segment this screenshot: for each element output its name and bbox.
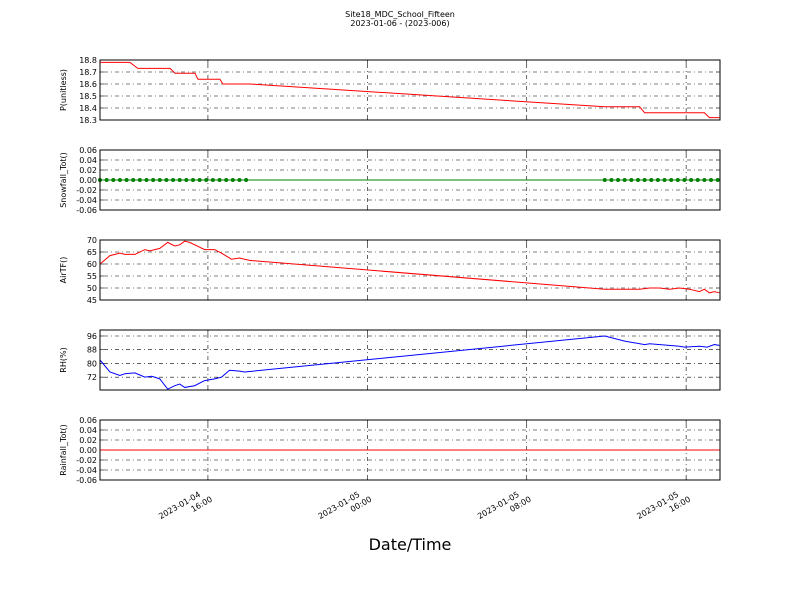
data-point (682, 178, 687, 182)
data-point (669, 178, 674, 182)
data-point (224, 178, 229, 182)
y-tick-label: -0.02 (76, 456, 97, 465)
y-tick-label: 0.06 (79, 146, 97, 155)
data-point (237, 178, 242, 182)
panel: 72 80 88 96 RH(%) (59, 329, 721, 391)
data-point (164, 178, 169, 182)
y-tick-label: 72 (87, 373, 97, 382)
data-point (190, 178, 195, 182)
data-point (217, 178, 222, 182)
x-tick-label: 2023-01-0516:00 (635, 486, 692, 530)
y-axis-label: AirTF() (59, 257, 68, 284)
title: Site18_MDC_School_Fifteen (345, 10, 455, 19)
data-point (695, 178, 700, 182)
panel: 18.3 18.4 18.5 18.6 18.7 18.8 P(unitless) (59, 56, 721, 125)
data-point (177, 178, 182, 182)
y-tick-label: -0.06 (76, 476, 97, 485)
y-tick-label: 45 (87, 296, 97, 305)
y-tick-label: 0.06 (79, 416, 97, 425)
y-tick-label: 80 (87, 359, 97, 368)
y-tick-label: 18.4 (79, 104, 97, 113)
plot-frame (99, 419, 721, 481)
y-tick-label: -0.04 (76, 466, 97, 475)
data-point (157, 178, 162, 182)
y-tick-label: 0.00 (79, 176, 97, 185)
panel: -0.06-0.04-0.020.000.020.040.06 Snowfall_… (59, 146, 721, 215)
data-line (100, 61, 720, 119)
y-tick-label: 65 (87, 248, 97, 257)
data-point (629, 178, 634, 182)
data-point (124, 178, 129, 182)
y-tick-label: 0.02 (79, 166, 97, 175)
data-point (117, 178, 122, 182)
data-point (709, 178, 714, 182)
data-point (622, 178, 627, 182)
y-tick-label: 18.6 (79, 80, 97, 89)
y-tick-label: 0.02 (79, 436, 97, 445)
y-tick-label: 70 (87, 236, 97, 245)
plot-frame (99, 239, 721, 301)
y-axis-label: Snowfall_Tot() (59, 152, 68, 208)
y-tick-label: 18.7 (79, 68, 97, 77)
y-tick-label: -0.06 (76, 206, 97, 215)
data-point (655, 178, 660, 182)
data-point (144, 178, 149, 182)
data-point (210, 178, 215, 182)
plot-frame (99, 329, 721, 391)
data-point (616, 178, 621, 182)
y-tick-label: 60 (87, 260, 97, 269)
x-tick-label: 2023-01-0500:00 (317, 486, 374, 530)
data-point (642, 178, 647, 182)
data-point (197, 178, 202, 182)
data-point (609, 178, 614, 182)
plot-frame (99, 149, 721, 211)
plot-frame (99, 59, 721, 121)
data-point (151, 178, 156, 182)
x-axis-label: Date/Time (369, 535, 452, 554)
panel: -0.06-0.04-0.020.000.020.040.06 Rainfall_… (59, 416, 721, 485)
y-axis-label: RH(%) (59, 347, 68, 372)
data-point (689, 178, 694, 182)
y-tick-label: 88 (87, 346, 97, 355)
y-tick-label: 0.04 (79, 426, 97, 435)
data-point (137, 178, 142, 182)
y-tick-label: -0.02 (76, 186, 97, 195)
x-tick-label: 2023-01-0508:00 (476, 486, 533, 530)
y-tick-label: 50 (87, 284, 97, 293)
y-tick-label: -0.04 (76, 196, 97, 205)
y-tick-label: 18.8 (79, 56, 97, 65)
y-axis-label: Rainfall_Tot() (59, 424, 68, 476)
x-tick-label: 2023-01-0416:00 (157, 486, 214, 530)
data-line (99, 335, 720, 390)
data-point (230, 178, 235, 182)
data-line (99, 240, 720, 294)
data-point (111, 178, 116, 182)
y-axis-label: P(unitless) (59, 69, 68, 111)
data-point (171, 178, 176, 182)
data-point (602, 178, 607, 182)
y-tick-label: 55 (87, 272, 97, 281)
data-point (715, 178, 720, 182)
y-tick-label: 18.3 (79, 116, 97, 125)
y-tick-label: 18.5 (79, 92, 97, 101)
data-point (204, 178, 209, 182)
y-tick-label: 96 (87, 332, 97, 341)
data-point (635, 178, 640, 182)
data-point (184, 178, 189, 182)
subtitle: 2023-01-06 - (2023-006) (350, 19, 449, 28)
y-tick-label: 0.04 (79, 156, 97, 165)
data-point (662, 178, 667, 182)
panel: 45 50 55 60 65 70 AirTF() (59, 236, 721, 305)
data-point (702, 178, 707, 182)
data-point (649, 178, 654, 182)
data-point (104, 178, 109, 182)
data-point (675, 178, 680, 182)
data-point (131, 178, 136, 182)
data-point (244, 178, 249, 182)
y-tick-label: 0.00 (79, 446, 97, 455)
